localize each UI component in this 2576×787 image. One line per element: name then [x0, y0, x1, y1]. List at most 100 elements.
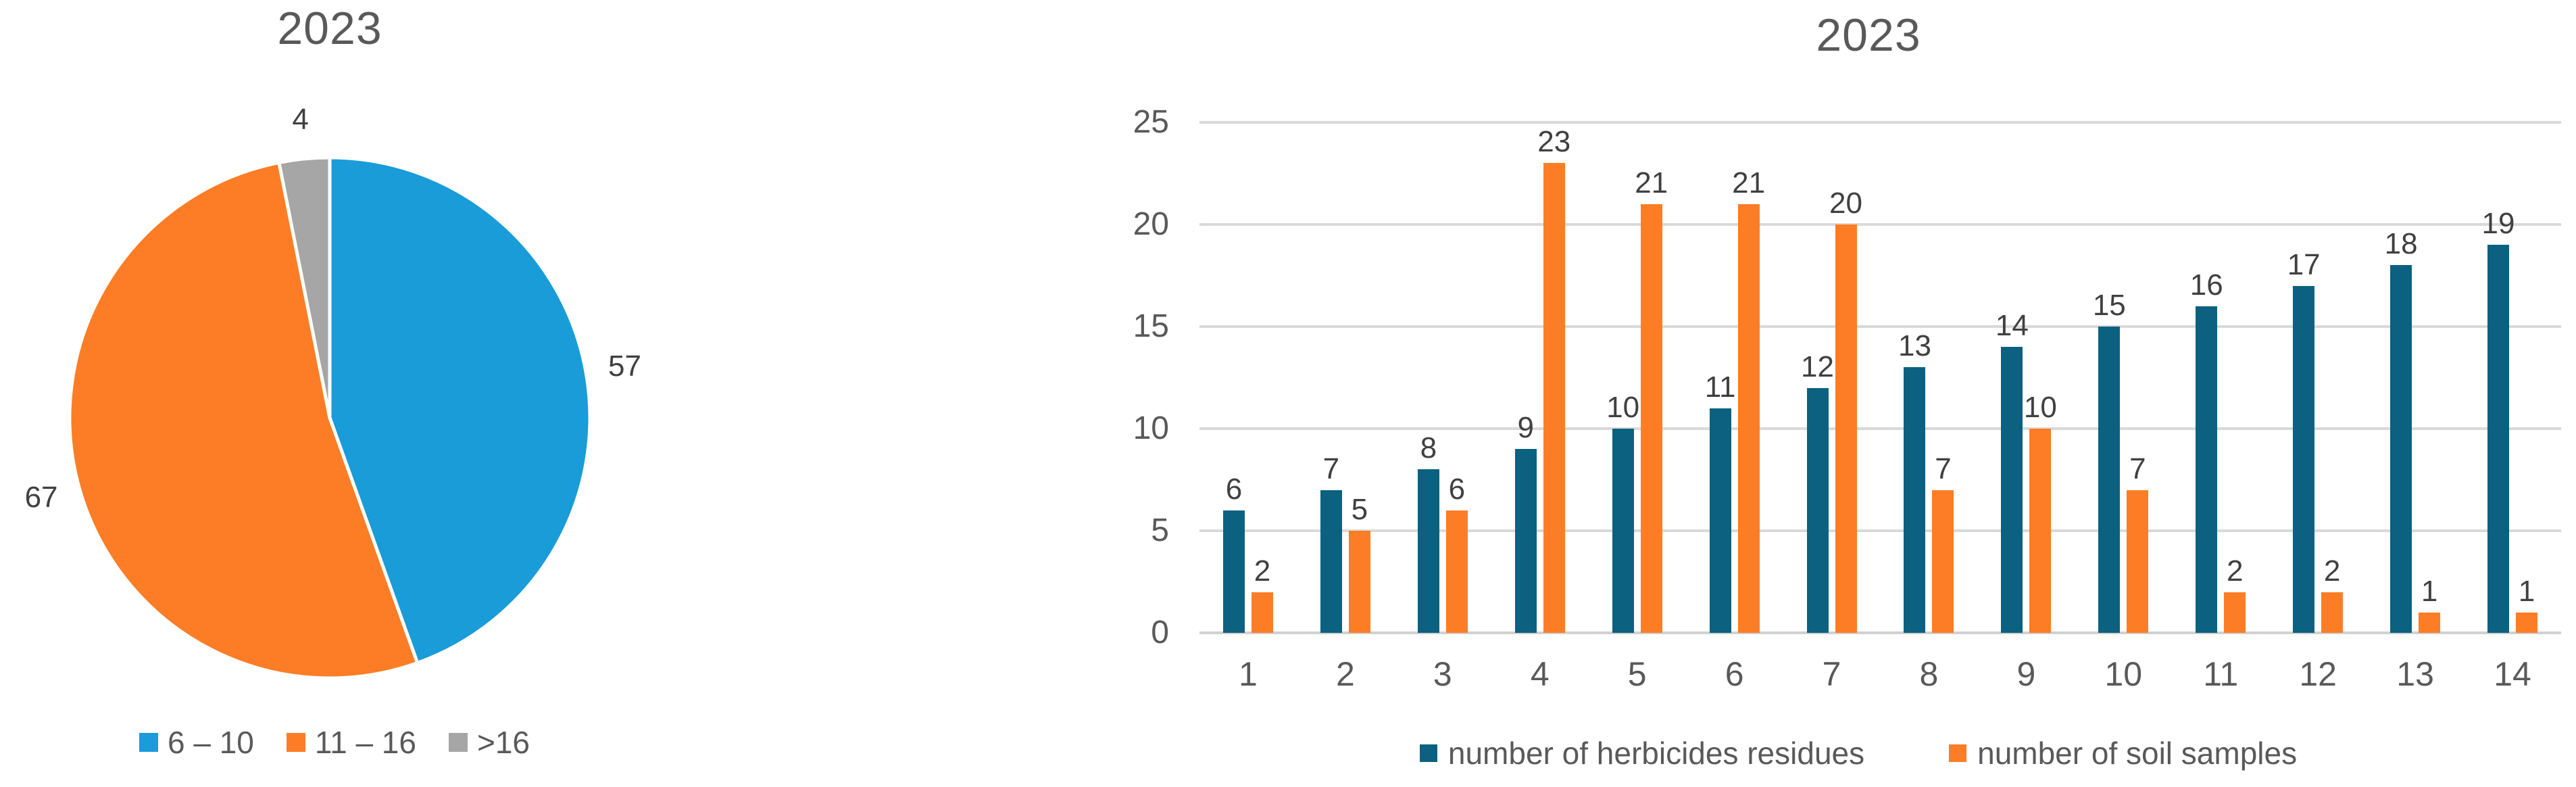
bar-value-label: 18: [2384, 227, 2418, 261]
y-axis-tick-label: 20: [1133, 206, 1169, 242]
bar: [2390, 265, 2412, 633]
bar: [1612, 429, 1634, 633]
bar: [1445, 510, 1468, 633]
bar-chart-title: 2023: [1816, 9, 1921, 61]
bar-value-label: 17: [2287, 247, 2321, 281]
bar: [2419, 612, 2441, 633]
legend-item: number of soil samples: [1949, 736, 2297, 771]
legend-item: 11 – 16: [286, 725, 416, 761]
bar: [1543, 163, 1565, 633]
legend-swatch: [448, 733, 468, 753]
bar-value-label: 11: [1704, 370, 1736, 404]
legend-label: number of herbicides residues: [1447, 736, 1865, 771]
bar-value-label: 10: [1606, 391, 1640, 424]
bar: [2001, 347, 2023, 633]
bar: [2516, 612, 2538, 633]
bar: [1737, 204, 1760, 633]
pie-legend: 6 – 10 11 – 16 >16: [0, 725, 669, 761]
legend-item: number of herbicides residues: [1419, 736, 1865, 771]
x-axis-tick-label: 5: [1627, 655, 1647, 693]
legend-swatch: [1949, 744, 1967, 763]
pie-data-label: 67: [24, 481, 58, 515]
x-axis-tick-label: 13: [2396, 655, 2434, 693]
bar: [1640, 204, 1662, 633]
legend-label: number of soil samples: [1977, 736, 2298, 771]
gridline: [1199, 223, 2561, 226]
bar-value-label: 1: [2518, 574, 2535, 608]
bar-value-label: 2: [2323, 554, 2341, 588]
x-axis-tick-label: 8: [1919, 655, 1939, 693]
bar: [2127, 490, 2149, 633]
x-axis-tick-label: 7: [1822, 655, 1841, 693]
bar: [1806, 387, 1829, 633]
bar: [1320, 490, 1342, 633]
bar-value-label: 16: [2189, 268, 2223, 302]
bar: [2224, 592, 2246, 633]
gridline: [1199, 631, 2561, 634]
bar: [2196, 306, 2218, 633]
bar: [1251, 592, 1273, 633]
y-axis-tick-label: 0: [1151, 615, 1169, 650]
bar-value-label: 7: [1935, 452, 1952, 485]
x-axis-tick-label: 6: [1725, 655, 1744, 693]
gridline: [1199, 121, 2561, 124]
bar-value-label: 8: [1420, 431, 1437, 465]
legend-label: >16: [476, 725, 530, 760]
pie-chart: [68, 156, 592, 680]
bar-value-label: 21: [1635, 166, 1668, 199]
bar-value-label: 2: [1254, 554, 1271, 588]
legend-label: 11 – 16: [314, 725, 416, 760]
bar-value-label: 7: [1322, 452, 1340, 485]
bar-value-label: 19: [2481, 207, 2515, 241]
bar-value-label: 13: [1898, 329, 1931, 363]
x-axis-tick-label: 2: [1335, 655, 1355, 693]
bar-value-label: 1: [2421, 574, 2438, 608]
x-axis-tick-label: 12: [2299, 655, 2337, 693]
legend-swatch: [1419, 744, 1437, 763]
bar-value-label: 14: [1995, 309, 2029, 343]
y-axis-tick-label: 10: [1133, 410, 1169, 446]
gridline: [1199, 427, 2561, 430]
bar-legend: number of herbicides residues number of s…: [1149, 736, 2568, 771]
y-axis-tick-label: 25: [1133, 104, 1169, 140]
legend-swatch: [286, 733, 305, 753]
pie-data-label: 57: [608, 350, 641, 383]
x-axis-tick-label: 9: [2016, 655, 2036, 693]
legend-item: 6 – 10: [139, 725, 254, 761]
bar-value-label: 12: [1801, 350, 1834, 383]
bar-value-label: 2: [2227, 554, 2244, 588]
bar: [2029, 429, 2052, 633]
bar: [1835, 224, 1857, 633]
bar: [1932, 490, 1954, 633]
pie-slice: [277, 156, 332, 420]
x-axis-tick-label: 11: [2203, 655, 2239, 693]
bar: [2098, 327, 2121, 633]
pie-slice: [328, 156, 592, 665]
legend-label: 6 – 10: [168, 725, 254, 760]
bar: [1222, 510, 1245, 633]
pie-slice: [68, 160, 420, 680]
legend-swatch: [139, 733, 158, 753]
bar-value-label: 5: [1351, 493, 1368, 526]
bar: [1709, 408, 1731, 633]
pie-chart-title: 2023: [277, 3, 382, 54]
pie-data-label: 4: [292, 103, 309, 137]
bar-value-label: 15: [2092, 289, 2126, 322]
gridline: [1199, 325, 2561, 328]
x-axis-tick-label: 10: [2104, 655, 2143, 693]
bar: [2321, 592, 2344, 633]
gridline: [1199, 529, 2561, 532]
bar-value-label: 6: [1448, 472, 1466, 506]
bar-value-label: 9: [1517, 411, 1534, 445]
y-axis-tick-label: 15: [1133, 308, 1169, 344]
bar-value-label: 20: [1829, 187, 1862, 220]
legend-item: >16: [448, 725, 530, 761]
bar-value-label: 10: [2023, 391, 2057, 424]
bar: [1514, 449, 1537, 633]
bar: [1348, 531, 1370, 633]
x-axis-tick-label: 4: [1530, 655, 1550, 693]
bar-value-label: 21: [1732, 166, 1766, 199]
x-axis-tick-label: 14: [2494, 655, 2531, 693]
